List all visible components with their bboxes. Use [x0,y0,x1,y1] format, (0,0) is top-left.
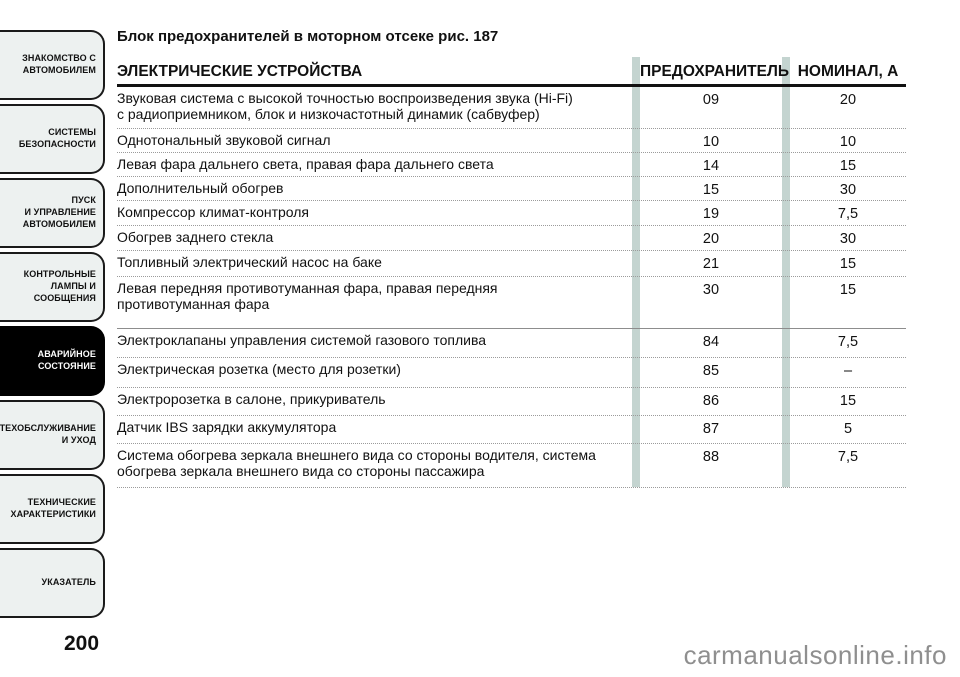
fuse-number-cell: 10 [702,134,720,150]
amp-rating-cell: 7,5 [837,449,859,465]
column-separator-bar [632,57,640,487]
amp-rating-cell: 15 [839,158,857,174]
sidebar-tab-4[interactable]: КОНТРОЛЬНЫЕ ЛАМПЫ И СООБЩЕНИЯ [0,252,105,322]
sidebar-tab-3[interactable]: ПУСК И УПРАВЛЕНИЕ АВТОМОБИЛЕМ [0,178,105,248]
sidebar-tab-8[interactable]: УКАЗАТЕЛЬ [0,548,105,618]
table-row: Топливный электрический насос на баке 21… [117,251,906,277]
amp-rating-cell: 15 [839,282,857,298]
fuse-number-cell: 88 [702,449,720,465]
sidebar-tab-label: КОНТРОЛЬНЫЕ ЛАМПЫ И СООБЩЕНИЯ [23,269,96,303]
table-row: Однотональный звуковой сигнал 10 10 [117,129,906,153]
sidebar-tab-label: ТЕХНИЧЕСКИЕ ХАРАКТЕРИСТИКИ [10,497,96,519]
amp-rating-cell: 7,5 [837,334,859,350]
device-cell: Электроклапаны управления системой газов… [117,332,487,348]
fuse-number-cell: 87 [702,421,720,437]
table-row: Левая передняя противотуманная фара, пра… [117,277,906,329]
main-content: Блок предохранителей в моторном отсеке р… [117,0,906,488]
fuse-number-cell: 85 [702,363,720,379]
device-cell: Звуковая система с высокой точностью вос… [117,90,573,122]
table-header-row: ЭЛЕКТРИЧЕСКИЕ УСТРОЙСТВА ПРЕДОХРАНИТЕЛЬ … [117,55,906,87]
fuse-number-cell: 21 [702,256,720,272]
table-row: Левая фара дальнего света, правая фара д… [117,153,906,177]
fuse-number-cell: 15 [702,182,720,198]
table-row: Электроклапаны управления системой газов… [117,329,906,358]
table-row: Электророзетка в салоне, прикуриватель 8… [117,388,906,416]
device-cell: Датчик IBS зарядки аккумулятора [117,419,337,435]
page-number: 200 [64,632,100,655]
column-header-fuse: ПРЕДОХРАНИТЕЛЬ [640,63,789,80]
device-cell: Однотональный звуковой сигнал [117,132,331,148]
device-cell: Компрессор климат-контроля [117,204,310,220]
table-row: Датчик IBS зарядки аккумулятора 87 5 [117,416,906,444]
sidebar-tab-label: АВАРИЙНОЕ СОСТОЯНИЕ [37,349,96,371]
watermark: carmanualsonline.info [683,640,947,670]
fuse-number-cell: 19 [702,206,720,222]
table-body: Звуковая система с высокой точностью вос… [117,87,906,488]
sidebar-tab-6[interactable]: ТЕХОБСЛУЖИВАНИЕ И УХОД [0,400,105,470]
fuse-number-cell: 84 [702,334,720,350]
sidebar-tab-label: ПУСК И УПРАВЛЕНИЕ АВТОМОБИЛЕМ [22,195,96,229]
device-cell: Топливный электрический насос на баке [117,254,382,270]
amp-rating-cell: 30 [839,182,857,198]
amp-rating-cell: 10 [839,134,857,150]
sidebar-tab-7[interactable]: ТЕХНИЧЕСКИЕ ХАРАКТЕРИСТИКИ [0,474,105,544]
sidebar-tab-1[interactable]: ЗНАКОМСТВО С АВТОМОБИЛЕМ [0,30,105,100]
fuse-number-cell: 14 [702,158,720,174]
device-cell: Левая фара дальнего света, правая фара д… [117,156,494,172]
amp-rating-cell: 7,5 [837,206,859,222]
amp-rating-cell: 15 [839,393,857,409]
fuse-number-cell: 20 [702,231,720,247]
amp-rating-cell: 15 [839,256,857,272]
column-header-amp: НОМИНАЛ, А [797,63,899,80]
device-cell: Дополнительный обогрев [117,180,284,196]
table-row: Звуковая система с высокой точностью вос… [117,87,906,129]
table-row: Обогрев заднего стекла 20 30 [117,226,906,251]
sidebar-tab-label: ЗНАКОМСТВО С АВТОМОБИЛЕМ [22,53,96,75]
device-cell: Электророзетка в салоне, прикуриватель [117,391,386,407]
sidebar-tab-label: СИСТЕМЫ БЕЗОПАСНОСТИ [18,127,96,149]
device-cell: Система обогрева зеркала внешнего вида с… [117,447,596,479]
column-header-devices: ЭЛЕКТРИЧЕСКИЕ УСТРОЙСТВА [117,63,363,80]
amp-rating-cell: 20 [839,92,857,108]
sidebar-tab-5[interactable]: АВАРИЙНОЕ СОСТОЯНИЕ [0,326,105,396]
sidebar-tab-2[interactable]: СИСТЕМЫ БЕЗОПАСНОСТИ [0,104,105,174]
column-separator-bar [782,57,790,487]
fuse-table: ЭЛЕКТРИЧЕСКИЕ УСТРОЙСТВА ПРЕДОХРАНИТЕЛЬ … [117,55,906,488]
device-cell: Обогрев заднего стекла [117,229,274,245]
page-title: Блок предохранителей в моторном отсеке р… [117,28,499,45]
amp-rating-cell: 30 [839,231,857,247]
sidebar-tab-label: ТЕХОБСЛУЖИВАНИЕ И УХОД [0,423,96,445]
sidebar: ЗНАКОМСТВО С АВТОМОБИЛЕМ СИСТЕМЫ БЕЗОПАС… [0,30,105,622]
amp-rating-cell: – [843,363,853,379]
device-cell: Электрическая розетка (место для розетки… [117,361,401,377]
fuse-number-cell: 30 [702,282,720,298]
table-row: Дополнительный обогрев 15 30 [117,177,906,201]
fuse-number-cell: 86 [702,393,720,409]
amp-rating-cell: 5 [843,421,853,437]
table-row: Электрическая розетка (место для розетки… [117,358,906,388]
table-row: Система обогрева зеркала внешнего вида с… [117,444,906,488]
fuse-number-cell: 09 [702,92,720,108]
table-row: Компрессор климат-контроля 19 7,5 [117,201,906,226]
sidebar-tab-label: УКАЗАТЕЛЬ [41,577,96,588]
device-cell: Левая передняя противотуманная фара, пра… [117,280,498,312]
